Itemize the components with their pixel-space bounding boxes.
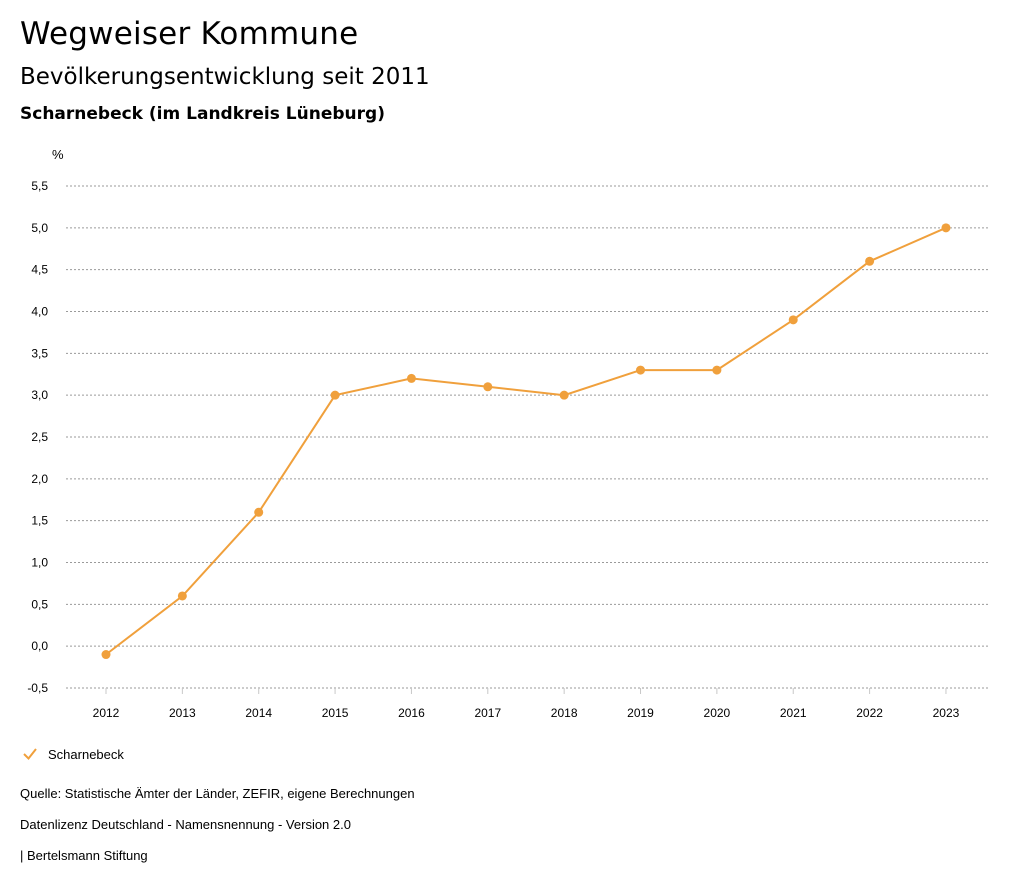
x-tick-label: 2015 <box>322 706 349 720</box>
y-tick-label: 1,5 <box>31 514 48 528</box>
x-tick-label: 2017 <box>474 706 501 720</box>
x-tick-label: 2022 <box>856 706 883 720</box>
series-line-scharnebeck <box>105 226 947 656</box>
legend-label: Scharnebeck <box>48 746 124 762</box>
x-tick-label: 2020 <box>704 706 731 720</box>
x-tick-label: 2018 <box>551 706 578 720</box>
data-point-2023[interactable] <box>941 223 951 233</box>
data-point-2016[interactable] <box>406 373 416 383</box>
x-tick-label: 2021 <box>780 706 807 720</box>
data-point-2014[interactable] <box>254 507 264 517</box>
data-point-2015[interactable] <box>330 390 340 400</box>
source-note: Quelle: Statistische Ämter der Länder, Z… <box>20 786 415 801</box>
y-tick-label: 2,5 <box>31 430 48 444</box>
y-tick-label: 5,5 <box>31 179 48 193</box>
y-tick-label: 3,0 <box>31 388 48 402</box>
data-point-2013[interactable] <box>177 591 187 601</box>
y-tick-label: 4,0 <box>31 305 48 319</box>
data-point-2021[interactable] <box>788 315 798 325</box>
y-tick-label: 3,5 <box>31 346 48 360</box>
x-tick-label: 2012 <box>93 706 120 720</box>
chart-subtitle: Bevölkerungsentwicklung seit 2011 <box>20 64 430 90</box>
y-tick-label: 2,0 <box>31 472 48 486</box>
legend-item-scharnebeck[interactable]: Scharnebeck <box>20 744 124 764</box>
data-point-2022[interactable] <box>865 256 875 266</box>
line-chart: -0,5 0,0 0,5 1,0 1,5 2,0 2,5 3,0 3,5 4,0 4,5 5,0 5,5… <box>27 147 990 720</box>
y-tick-label: 1,0 <box>31 556 48 570</box>
x-tick-label: 2019 <box>627 706 654 720</box>
x-tick-label: 2016 <box>398 706 425 720</box>
region-label: Scharnebeck (im Landkreis Lüneburg) <box>20 104 385 124</box>
license-note: Datenlizenz Deutschland - Namensnennung … <box>20 817 351 832</box>
data-point-2019[interactable] <box>636 365 646 375</box>
data-point-2012[interactable] <box>101 650 111 660</box>
data-point-2018[interactable] <box>559 390 569 400</box>
x-tick-label: 2013 <box>169 706 196 720</box>
data-point-2017[interactable] <box>483 382 493 392</box>
x-tick-label: 2023 <box>933 706 960 720</box>
page-title: Wegweiser Kommune <box>20 16 359 52</box>
y-tick-label: 0,5 <box>31 597 48 611</box>
y-tick-label: -0,5 <box>27 681 48 695</box>
y-tick-label: 0,0 <box>31 639 48 653</box>
data-point-2020[interactable] <box>712 365 722 375</box>
y-axis-unit-label: % <box>52 147 64 162</box>
y-tick-label: 5,0 <box>31 221 48 235</box>
x-tick-label: 2014 <box>245 706 272 720</box>
publisher-note: | Bertelsmann Stiftung <box>20 848 148 863</box>
y-tick-label: 4,5 <box>31 263 48 277</box>
check-icon <box>23 748 37 761</box>
